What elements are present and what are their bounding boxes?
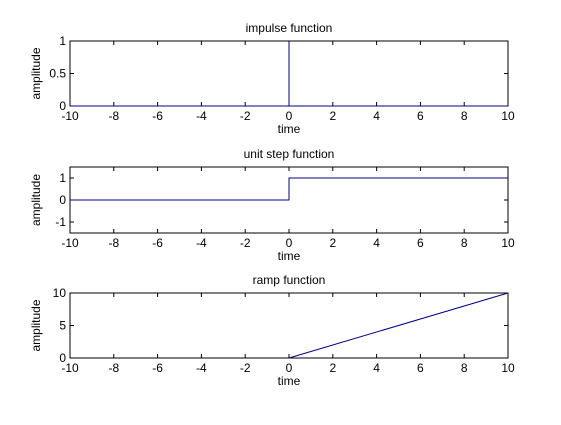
x-tick-label: -6 [152, 236, 163, 250]
x-tick-label: 8 [461, 109, 468, 123]
x-tick-label: 0 [286, 109, 293, 123]
x-tick-label: -4 [196, 361, 207, 375]
x-tick-label: -10 [61, 361, 79, 375]
x-tick-label: 4 [373, 236, 380, 250]
x-tick-label: 8 [461, 361, 468, 375]
x-axis-label: time [278, 374, 301, 388]
x-tick-label: 10 [501, 236, 515, 250]
chart-title: ramp function [253, 273, 326, 287]
x-tick-label: -10 [61, 109, 79, 123]
y-axis-label: amplitude [29, 174, 43, 226]
x-tick-label: 6 [417, 361, 424, 375]
x-tick-label: 0 [286, 236, 293, 250]
x-tick-label: -8 [108, 109, 119, 123]
x-tick-label: -2 [240, 361, 251, 375]
x-tick-label: 6 [417, 109, 424, 123]
x-tick-label: 2 [329, 109, 336, 123]
x-tick-label: -8 [108, 236, 119, 250]
step-series-line [70, 177, 508, 201]
y-tick-label: 1 [59, 171, 66, 185]
y-axis-label: amplitude [29, 47, 43, 99]
x-tick-label: -10 [61, 236, 79, 250]
y-tick-label: 0 [59, 351, 66, 365]
chart-title: unit step function [244, 147, 335, 161]
x-tick-label: -4 [196, 109, 207, 123]
x-tick-label: -8 [108, 361, 119, 375]
impulse-subplot: -10 -8 -6 -4 -2 0 2 4 6 8 10 0 0.5 1 impulse function t… [29, 21, 515, 136]
y-tick-label: -1 [55, 215, 66, 229]
x-tick-label: 10 [501, 361, 515, 375]
x-tick-label: -2 [240, 109, 251, 123]
x-tick-label: 4 [373, 361, 380, 375]
x-tick-label: 8 [461, 236, 468, 250]
y-axis-label: amplitude [29, 299, 43, 351]
ramp-series-line [288, 292, 509, 359]
x-tick-label: -6 [152, 361, 163, 375]
x-tick-label: 10 [501, 109, 515, 123]
impulse-series-line [70, 41, 508, 107]
chart-title: impulse function [246, 21, 333, 35]
y-tick-label: 1 [59, 34, 66, 48]
y-tick-label: 10 [53, 286, 67, 300]
x-tick-label: -4 [196, 236, 207, 250]
y-tick-label: 0.5 [49, 67, 66, 81]
y-tick-label: 0 [59, 193, 66, 207]
x-tick-label: 4 [373, 109, 380, 123]
x-tick-label: -6 [152, 109, 163, 123]
ramp-subplot: -10 -8 -6 -4 -2 0 2 4 6 8 10 0 5 10 ramp function time a… [29, 273, 515, 388]
x-axis-label: time [278, 122, 301, 136]
y-tick-label: 5 [59, 319, 66, 333]
x-axis-label: time [278, 249, 301, 263]
x-tick-label: 6 [417, 236, 424, 250]
x-tick-label: 2 [329, 236, 336, 250]
x-tick-label: -2 [240, 236, 251, 250]
plot-frame [69, 292, 509, 359]
x-tick-label: 2 [329, 361, 336, 375]
y-tick-label: 0 [59, 99, 66, 113]
x-tick-label: 0 [286, 361, 293, 375]
